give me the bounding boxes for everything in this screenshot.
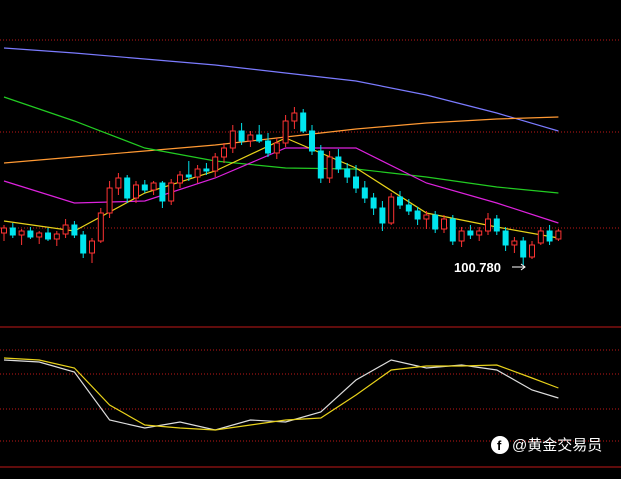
candle-body	[449, 218, 456, 242]
candle-body	[194, 168, 201, 178]
candle-body	[467, 230, 474, 236]
candle-body	[185, 174, 192, 178]
moving-average	[3, 47, 559, 132]
candle-body	[379, 207, 386, 224]
candle-body	[405, 204, 412, 212]
candle-body	[177, 174, 183, 184]
candle-body	[370, 197, 377, 209]
candle-body	[546, 230, 553, 242]
candle-body	[62, 224, 69, 235]
candle-body	[256, 134, 263, 142]
candle-body	[326, 156, 333, 179]
candle-body	[317, 150, 324, 179]
candle-body	[414, 210, 421, 220]
candle-body	[388, 196, 395, 224]
candle-body	[493, 218, 500, 232]
watermark-text: @黄金交易员	[512, 436, 602, 454]
candle-body	[80, 234, 87, 254]
candle-body	[520, 240, 527, 258]
candle-body	[221, 147, 227, 158]
candle-body	[36, 232, 43, 238]
candle-body	[9, 227, 16, 236]
candle-body	[309, 130, 315, 152]
candle-body	[273, 142, 280, 154]
candle-body	[511, 240, 518, 246]
candle-body	[300, 112, 307, 132]
candle-body	[150, 182, 157, 191]
candle-body	[229, 130, 236, 149]
candle-body	[423, 214, 430, 220]
candle-body	[361, 187, 368, 199]
candle-body	[555, 230, 562, 240]
candle-body	[291, 112, 298, 122]
candle-body	[476, 230, 483, 236]
logo-glyph: f	[497, 438, 502, 453]
candle-body	[432, 214, 439, 230]
candle-body	[45, 232, 51, 240]
candle-body	[397, 196, 403, 206]
candle-body	[265, 140, 271, 154]
candle-body	[282, 120, 289, 144]
candle-body	[27, 230, 34, 238]
candle-body	[238, 130, 245, 142]
oscillator-line	[3, 359, 559, 431]
low-label: 100.780	[454, 260, 501, 275]
candle-body	[441, 218, 447, 230]
logo	[491, 436, 509, 454]
watermark: f @黄金交易员	[491, 436, 602, 454]
candle-body	[18, 230, 25, 236]
candle-body	[485, 218, 491, 232]
candle-body	[212, 156, 219, 172]
candle-body	[247, 134, 254, 142]
moving-average	[3, 147, 559, 224]
oscillator-line	[3, 357, 559, 431]
candle-body	[124, 177, 131, 199]
candle-body	[458, 230, 465, 242]
moving-average	[3, 96, 559, 194]
candle-body	[502, 230, 509, 246]
candle-body	[97, 212, 104, 242]
candle-body	[106, 187, 113, 214]
candle-body	[335, 156, 342, 170]
candle-body	[71, 224, 78, 236]
candle-body	[53, 233, 60, 240]
candle-body	[115, 177, 122, 189]
candle-body	[133, 184, 139, 199]
candle-body	[168, 182, 175, 202]
candle-body	[159, 182, 166, 202]
candle-body	[529, 244, 535, 258]
low-annotation: 100.780	[454, 260, 526, 275]
candle-body	[1, 227, 7, 234]
candle-body	[141, 184, 148, 191]
candle-body	[203, 168, 210, 172]
candle-body	[344, 168, 351, 178]
candle-body	[89, 240, 95, 254]
candle-body	[353, 176, 359, 189]
arrow-head	[520, 263, 526, 271]
candle-body	[537, 230, 544, 244]
